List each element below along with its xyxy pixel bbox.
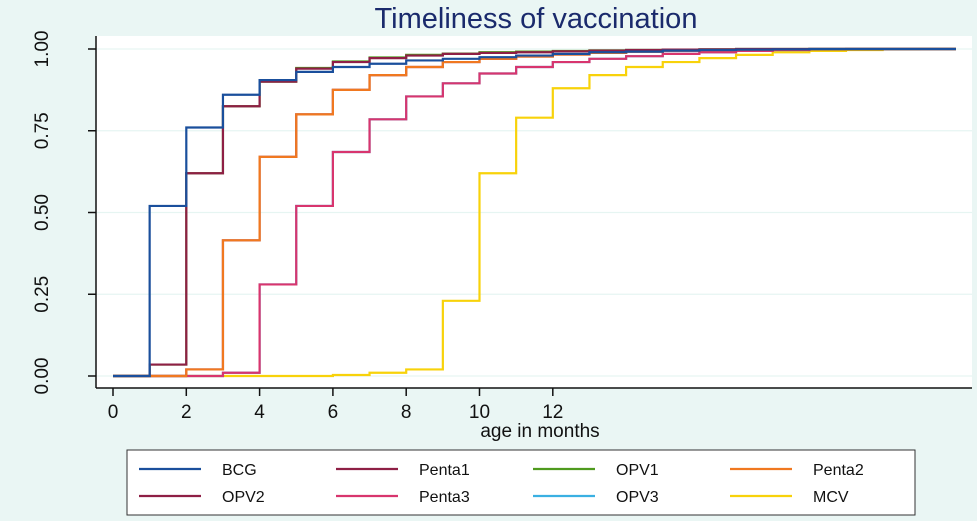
series-line-bcg: [113, 47, 956, 378]
x-tick-label: 12: [542, 402, 563, 423]
x-axis-label: age in months: [480, 421, 599, 442]
legend-item-opv3: OPV3: [533, 489, 659, 506]
x-tick-label: 4: [254, 402, 265, 423]
legend-item-opv1: OPV1: [533, 462, 659, 479]
legend-item-penta1: Penta1: [336, 462, 470, 479]
legend-label: Penta3: [419, 489, 470, 506]
x-tick-label: 8: [401, 402, 412, 423]
x-tick-label: 2: [181, 402, 192, 423]
legend-label: OPV1: [616, 462, 659, 479]
y-axis-ticks: 0.00 0.25 0.50 0.75 1.00: [32, 31, 96, 395]
series-line-mcv: [113, 47, 956, 378]
legend-item-penta2: Penta2: [730, 462, 864, 479]
legend-item-bcg: BCG: [139, 462, 257, 479]
x-tick-label: 10: [469, 402, 490, 423]
legend-label: OPV3: [616, 489, 659, 506]
legend-label: Penta1: [419, 462, 470, 479]
legend-label: MCV: [813, 489, 849, 506]
x-axis-ticks: 0 2 4 6 8 10 12: [108, 388, 563, 423]
legend-box: [126, 449, 916, 516]
x-tick-label: 0: [108, 402, 119, 423]
legend-label: BCG: [222, 462, 257, 479]
y-tick-label: 0.50: [32, 194, 53, 231]
legend: BCG Penta1 OPV1 Penta2 OPV2 Penta3 OPV3 MCV: [139, 462, 864, 506]
legend-item-mcv: MCV: [730, 489, 849, 506]
legend-label: Penta2: [813, 462, 864, 479]
legend-label: OPV2: [222, 489, 265, 506]
legend-item-opv2: OPV2: [139, 489, 265, 506]
y-tick-label: 0.25: [32, 276, 53, 313]
x-tick-label: 6: [328, 402, 339, 423]
chart-title: Timeliness of vaccination: [375, 3, 698, 35]
legend-item-penta3: Penta3: [336, 489, 470, 506]
y-tick-label: 0.00: [32, 358, 53, 395]
y-tick-label: 0.75: [32, 112, 53, 149]
y-tick-label: 1.00: [32, 31, 53, 68]
series-group: [113, 47, 956, 378]
